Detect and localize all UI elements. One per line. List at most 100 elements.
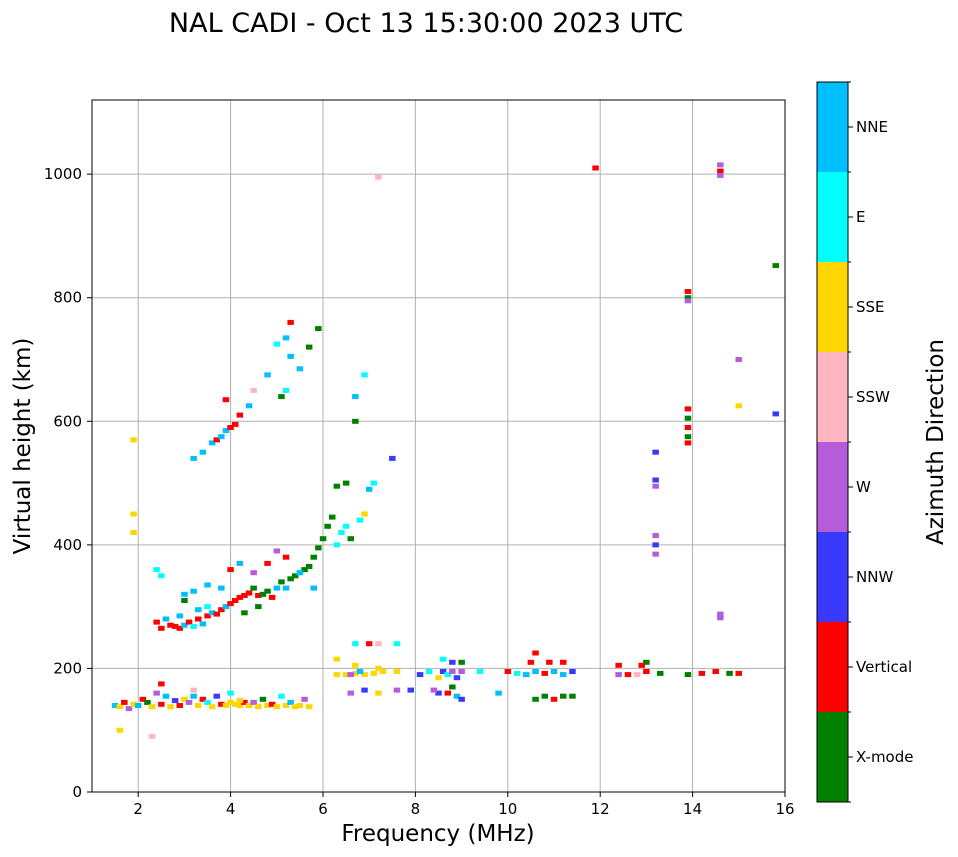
- data-point: [167, 622, 174, 628]
- colorbar-segment: [817, 442, 848, 532]
- data-point: [273, 341, 281, 347]
- data-point: [296, 570, 304, 576]
- data-point: [393, 687, 401, 693]
- data-point: [158, 625, 165, 631]
- x-tick-label: 2: [133, 800, 143, 818]
- series-group: [111, 681, 313, 739]
- data-point: [772, 411, 779, 417]
- data-point: [190, 693, 197, 699]
- data-point: [684, 406, 692, 412]
- data-point: [278, 579, 285, 585]
- data-point: [171, 623, 179, 629]
- data-point: [352, 394, 359, 400]
- data-point: [365, 486, 373, 492]
- data-point: [569, 669, 576, 674]
- colorbar-segment: [817, 622, 848, 712]
- data-point: [684, 672, 692, 678]
- data-point: [185, 619, 193, 625]
- data-point: [287, 319, 294, 325]
- data-point: [190, 687, 197, 693]
- data-point: [523, 672, 530, 678]
- data-point: [735, 357, 742, 362]
- data-point: [232, 421, 239, 427]
- data-point: [125, 706, 133, 712]
- colorbar: X-mode Vertical NNW W SSW SSE E NNE: [816, 81, 913, 803]
- colorbar-frame: [816, 81, 849, 803]
- colorbar-tick-label: NNE: [856, 118, 888, 136]
- data-point: [250, 570, 257, 576]
- x-tick-label: 12: [591, 800, 610, 818]
- data-point: [416, 672, 424, 678]
- data-point: [264, 588, 271, 594]
- data-point: [222, 604, 230, 610]
- data-point: [213, 611, 220, 617]
- data-point: [232, 701, 239, 707]
- data-point: [435, 675, 442, 681]
- y-tick-label: 600: [53, 412, 82, 430]
- data-point: [389, 455, 396, 461]
- data-point: [717, 162, 724, 168]
- colorbar-tick-label: SSW: [856, 388, 890, 406]
- data-point: [153, 567, 160, 573]
- data-point: [190, 588, 197, 594]
- data-point: [227, 690, 234, 696]
- data-point: [370, 480, 378, 486]
- data-point: [347, 536, 354, 542]
- data-point: [222, 703, 230, 708]
- data-point: [273, 585, 281, 591]
- data-point: [532, 669, 539, 674]
- data-point: [361, 511, 368, 517]
- data-point: [204, 613, 211, 619]
- data-point: [684, 289, 692, 294]
- data-point: [236, 703, 244, 708]
- data-point: [264, 560, 271, 566]
- data-point: [236, 560, 244, 566]
- data-point: [315, 545, 322, 551]
- data-point: [227, 601, 234, 607]
- x-axis-ticks: 2 4 6 8 10 12 14 16: [133, 792, 795, 818]
- data-point: [449, 659, 456, 665]
- data-point: [236, 412, 244, 418]
- data-point: [227, 425, 234, 430]
- x-tick-label: 16: [775, 800, 794, 818]
- data-point: [278, 693, 285, 699]
- data-point: [352, 641, 359, 647]
- data-point: [241, 593, 248, 598]
- y-tick-label: 200: [53, 659, 82, 677]
- data-point: [181, 622, 188, 628]
- data-point: [130, 530, 137, 535]
- data-point: [250, 585, 257, 591]
- data-point: [287, 353, 294, 359]
- data-point: [305, 704, 313, 710]
- data-point: [717, 611, 724, 617]
- data-point: [273, 704, 281, 710]
- data-point: [185, 699, 193, 705]
- data-point: [426, 669, 433, 674]
- data-point: [615, 672, 622, 678]
- data-point: [430, 687, 438, 693]
- data-point: [227, 567, 234, 573]
- data-point: [250, 699, 257, 705]
- data-point: [356, 669, 364, 674]
- data-point: [181, 591, 188, 597]
- data-point: [342, 523, 350, 529]
- data-point: [222, 397, 230, 403]
- colorbar-tick-label: NNW: [856, 568, 893, 586]
- y-tick-label: 0: [72, 783, 82, 801]
- series-group: [375, 162, 779, 621]
- data-point: [569, 693, 576, 699]
- data-point: [361, 672, 368, 678]
- data-point: [232, 598, 239, 603]
- data-point: [153, 690, 160, 696]
- data-point: [204, 604, 211, 610]
- data-point: [176, 625, 183, 631]
- colorbar-segment: [817, 532, 848, 622]
- data-point: [171, 698, 179, 704]
- data-point: [652, 533, 659, 539]
- data-point: [361, 687, 368, 693]
- data-point: [717, 172, 724, 178]
- colorbar-segment: [817, 82, 848, 172]
- data-point: [657, 670, 664, 676]
- data-point: [181, 598, 188, 603]
- data-point: [546, 659, 553, 665]
